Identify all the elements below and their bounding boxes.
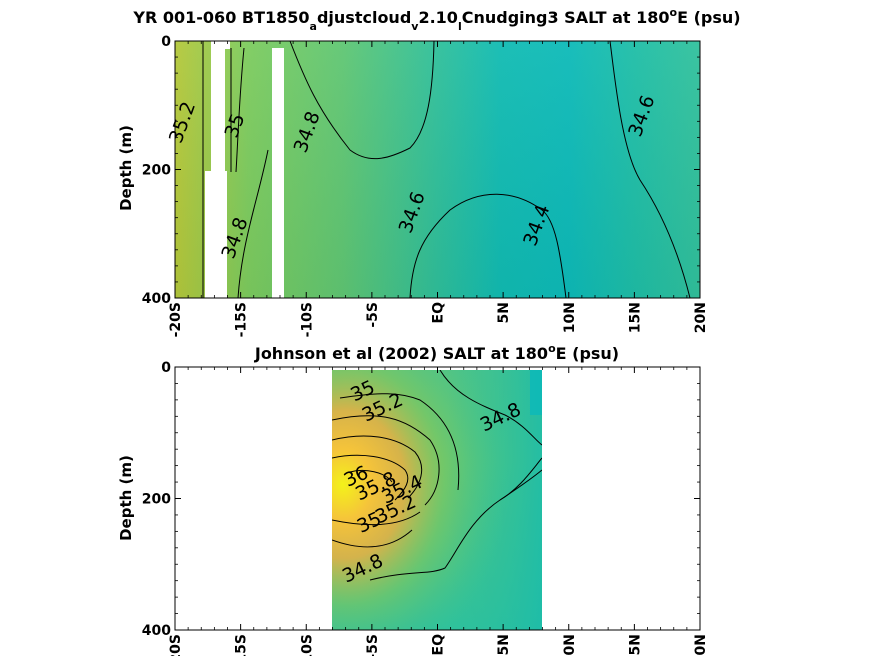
bottom-panel-title: Johnson et al (2002) SALT at 180oE (psu)	[254, 342, 619, 363]
bottom-y-axis: 0 200 400	[142, 360, 700, 639]
bottom-panel: Johnson et al (2002) SALT at 180oE (psu)…	[117, 342, 709, 656]
contour-line	[289, 41, 435, 160]
bottom-color-field	[332, 370, 542, 630]
top-y-tick-label: 200	[142, 163, 171, 179]
top-x-tick-label: 5N	[496, 302, 512, 323]
top-x-tick-label: EQ	[431, 302, 447, 324]
top-x-tick-label: -15S	[234, 302, 250, 337]
contour-line	[349, 469, 393, 483]
bottom-y-tick-label: 0	[161, 360, 171, 376]
contour-line	[339, 393, 460, 491]
top-y-tick-label: 400	[142, 291, 171, 307]
top-x-tick-label: -5S	[365, 302, 381, 328]
bottom-x-tick-label: 10N	[562, 634, 578, 656]
bottom-y-label: Depth (m)	[117, 455, 135, 541]
bottom-x-tick-label: -10S	[299, 634, 315, 656]
contour-line	[332, 454, 409, 501]
top-x-axis: -20S -15S -10S -5S EQ 5N 10N 15N 20N	[168, 41, 709, 337]
contour-line	[409, 193, 567, 298]
contour-line	[237, 149, 269, 298]
contour-line	[235, 47, 245, 173]
bottom-y-tick-label: 400	[142, 623, 171, 639]
top-x-tick-label: 20N	[693, 302, 709, 333]
contour-line	[499, 469, 542, 501]
bottom-x-axis: -20S -15S -10S -5S EQ 5N 10N 15N 20N	[168, 367, 709, 656]
top-x-tick-label: 15N	[627, 302, 643, 333]
top-panel-title: YR 001-060 BT1850adjustcloudv2.10lCnudgi…	[132, 6, 740, 33]
contour-line	[332, 511, 421, 526]
top-x-tick-label: 10N	[562, 302, 578, 333]
contour-line	[332, 415, 440, 506]
contour-line	[332, 435, 423, 499]
top-color-field	[175, 41, 700, 298]
missing-data-gap	[211, 41, 225, 171]
contour-line	[332, 529, 413, 548]
bottom-x-tick-label: -20S	[168, 634, 184, 656]
bottom-x-tick-label: -5S	[365, 634, 381, 656]
top-y-tick-label: 0	[161, 34, 171, 50]
bottom-x-tick-label: 20N	[693, 634, 709, 656]
bottom-y-tick-label: 200	[142, 492, 171, 508]
top-panel: YR 001-060 BT1850adjustcloudv2.10lCnudgi…	[117, 6, 741, 337]
contour-line	[609, 41, 691, 298]
contour-line	[439, 370, 542, 446]
bottom-x-tick-label: 15N	[627, 634, 643, 656]
bottom-x-tick-label: -15S	[234, 634, 250, 656]
top-y-label: Depth (m)	[117, 125, 135, 211]
missing-data-gap	[205, 171, 227, 298]
top-x-tick-label: -20S	[168, 302, 184, 337]
missing-data-gap	[272, 48, 284, 298]
top-y-axis: 0 200 400	[142, 34, 700, 307]
top-x-tick-label: -10S	[299, 302, 315, 337]
contour-line	[369, 457, 542, 581]
bottom-x-tick-label: EQ	[431, 634, 447, 656]
bottom-x-tick-label: 5N	[496, 634, 512, 655]
